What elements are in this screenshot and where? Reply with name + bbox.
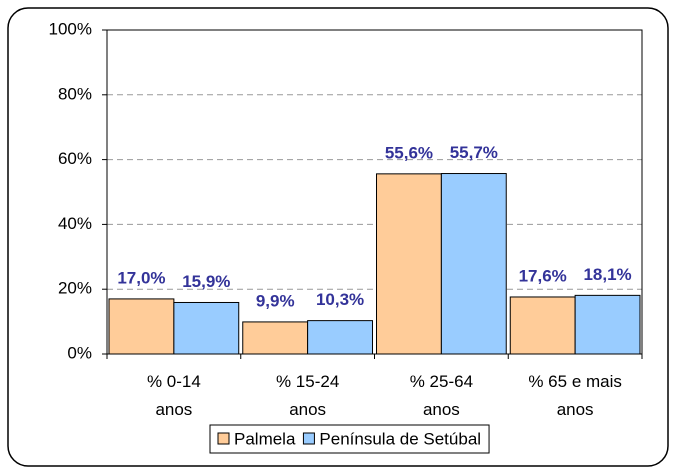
value-label: 55,7% — [450, 143, 498, 162]
y-tick-label: 40% — [58, 214, 92, 233]
bar — [242, 321, 309, 355]
bar — [108, 298, 175, 355]
y-tick-label: 60% — [58, 149, 92, 168]
y-tick-label: 80% — [58, 84, 92, 103]
legend-label: Palmela — [234, 429, 296, 448]
value-label: 17,0% — [117, 268, 165, 287]
legend-swatch — [302, 432, 315, 445]
legend-swatch — [217, 432, 230, 445]
x-tick-label: % 0-14 anos — [147, 372, 201, 419]
value-label: 55,6% — [385, 143, 433, 162]
value-label: 18,1% — [583, 265, 631, 284]
legend-label: Península de Setúbal — [319, 429, 481, 448]
bar — [173, 301, 240, 355]
bar — [440, 173, 507, 355]
legend: Palmela Península de Setúbal — [209, 424, 490, 454]
value-label: 9,9% — [256, 291, 295, 310]
plot-border — [106, 29, 643, 355]
value-label: 15,9% — [182, 272, 230, 291]
x-tick-label: % 15-24 anos — [276, 372, 339, 419]
bar — [376, 173, 442, 355]
x-tick-label: % 25-64 anos — [410, 372, 473, 419]
legend-box — [209, 424, 490, 454]
y-tick-label: 100% — [49, 19, 92, 38]
y-tick-label: 0% — [67, 343, 92, 362]
value-label: 10,3% — [316, 290, 364, 309]
value-label: 17,6% — [519, 266, 567, 285]
y-tick-label: 20% — [58, 279, 92, 298]
bar — [307, 320, 373, 355]
x-tick-label: % 65 e mais anos — [528, 372, 622, 419]
bar — [574, 294, 641, 355]
bar — [509, 296, 576, 355]
